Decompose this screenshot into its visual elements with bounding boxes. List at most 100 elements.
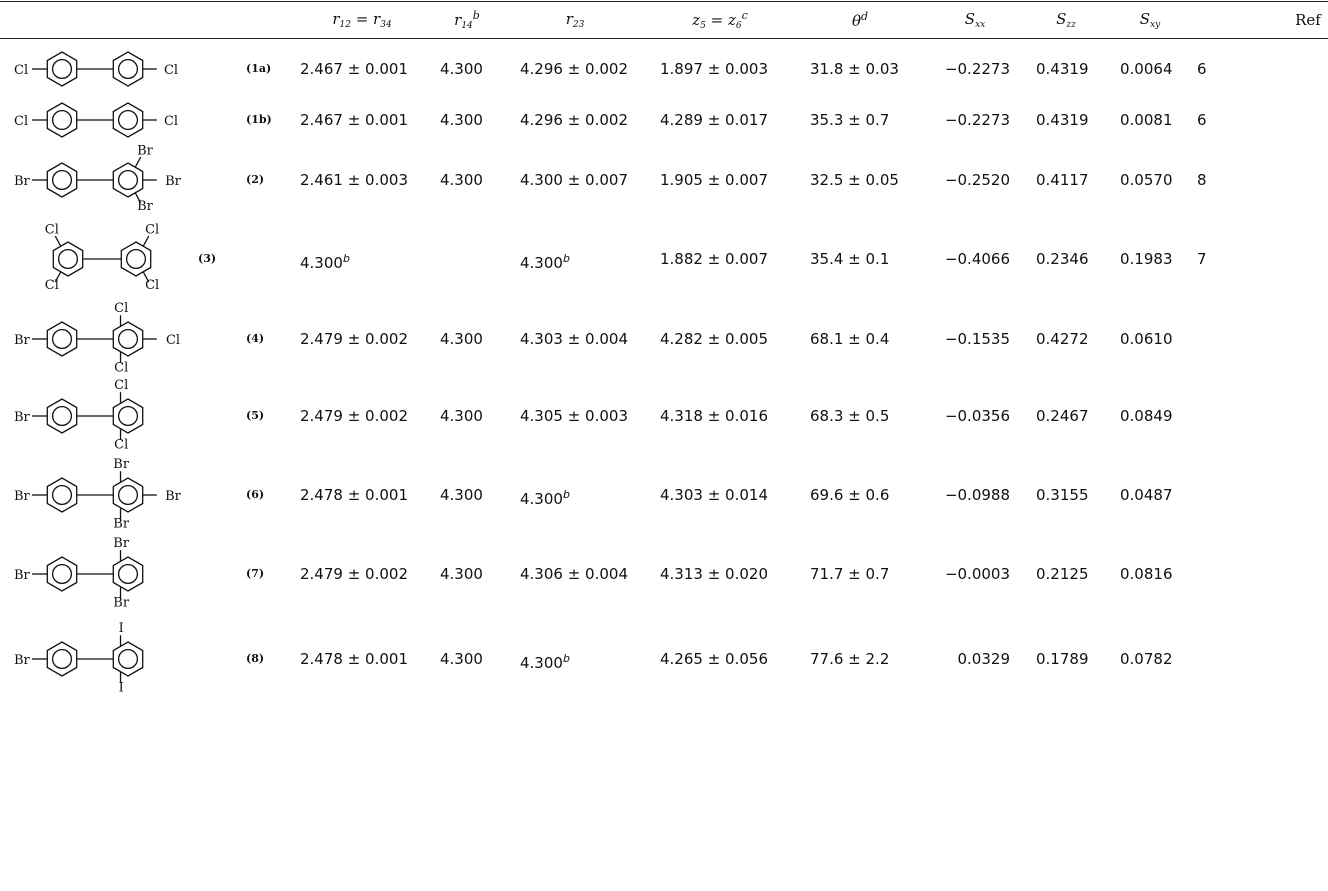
cell-sxx: −0.1535 — [944, 330, 1010, 348]
cell-r23: 4.300b — [520, 488, 570, 508]
compound-label: (1b) — [246, 113, 272, 126]
svg-text:Br: Br — [113, 595, 130, 610]
cell-sxy: 0.0816 — [1120, 565, 1173, 583]
cell-r12: 2.478 ± 0.001 — [300, 650, 408, 668]
svg-text:Br: Br — [165, 174, 182, 189]
cell-ref: 8 — [1197, 171, 1207, 189]
cell-ref: 6 — [1197, 111, 1207, 129]
cell-r14: 4.300 — [440, 171, 483, 189]
cell-sxy: 0.0081 — [1120, 111, 1173, 129]
cell-szz: 0.3155 — [1036, 486, 1089, 504]
header-rule — [0, 38, 1328, 40]
cell-sxy: 0.0782 — [1120, 650, 1173, 668]
svg-text:Cl: Cl — [45, 223, 59, 238]
compound-label: (8) — [246, 652, 265, 665]
cell-r23: 4.300b — [520, 652, 570, 672]
cell-sxy: 0.0570 — [1120, 171, 1173, 189]
molecule-structure: Br Br Br — [0, 534, 250, 614]
cell-z5: 1.905 ± 0.007 — [660, 171, 768, 189]
col-header-r12: r12 = r34 — [332, 10, 392, 30]
svg-text:Cl: Cl — [164, 63, 178, 78]
cell-r12: 2.467 ± 0.001 — [300, 60, 408, 78]
cell-r12: 2.479 ± 0.002 — [300, 565, 408, 583]
cell-r23: 4.305 ± 0.003 — [520, 407, 628, 425]
cell-sxx: −0.0356 — [944, 407, 1010, 425]
molecule-structure: Cl Cl — [0, 50, 250, 88]
svg-text:Br: Br — [113, 536, 130, 551]
cell-r14: 4.300 — [440, 330, 483, 348]
cell-szz: 0.1789 — [1036, 650, 1089, 668]
svg-text:I: I — [119, 621, 124, 636]
footnote-mark: b — [562, 488, 570, 501]
svg-text:Cl: Cl — [45, 278, 59, 293]
col-header-r14: r14b — [454, 9, 480, 31]
compound-label: (1a) — [246, 62, 272, 75]
compound-label: (4) — [246, 332, 265, 345]
cell-sxy: 0.0610 — [1120, 330, 1173, 348]
svg-text:Cl: Cl — [114, 437, 128, 452]
cell-sxx: −0.4066 — [944, 250, 1010, 268]
cell-r23: 4.300b — [520, 252, 570, 272]
cell-theta: 31.8 ± 0.03 — [810, 60, 899, 78]
cell-r12: 2.479 ± 0.002 — [300, 330, 408, 348]
molecule-structure: Br Br Br Br — [0, 452, 250, 538]
cell-r14: 4.300 — [440, 407, 483, 425]
cell-theta: 68.3 ± 0.5 — [810, 407, 890, 425]
cell-r23: 4.303 ± 0.004 — [520, 330, 628, 348]
molecule-structure: Br I I — [0, 611, 250, 707]
cell-theta: 32.5 ± 0.05 — [810, 171, 899, 189]
cell-theta: 35.3 ± 0.7 — [810, 111, 890, 129]
cell-sxx: 0.0329 — [957, 650, 1011, 668]
cell-szz: 0.4319 — [1036, 60, 1089, 78]
molecule-structure: Br Cl Cl — [0, 378, 250, 454]
footnote-mark: b — [562, 252, 570, 265]
cell-szz: 0.2467 — [1036, 407, 1089, 425]
cell-r23: 4.300 ± 0.007 — [520, 171, 628, 189]
cell-szz: 0.4117 — [1036, 171, 1089, 189]
svg-text:Br: Br — [14, 568, 31, 583]
cell-theta: 69.6 ± 0.6 — [810, 486, 890, 504]
cell-sxx: −0.2520 — [944, 171, 1010, 189]
svg-text:Br: Br — [14, 653, 31, 668]
svg-text:Br: Br — [137, 144, 154, 159]
cell-sxx: −0.2273 — [944, 60, 1010, 78]
cell-z5: 4.289 ± 0.017 — [660, 111, 768, 129]
cell-r12: 2.467 ± 0.001 — [300, 111, 408, 129]
cell-theta: 77.6 ± 2.2 — [810, 650, 890, 668]
cell-z5: 4.282 ± 0.005 — [660, 330, 768, 348]
col-header-ref: Ref — [1295, 11, 1321, 29]
cell-r12: 2.461 ± 0.003 — [300, 171, 408, 189]
svg-text:Br: Br — [14, 489, 31, 504]
cell-ref: 6 — [1197, 60, 1207, 78]
molecule-structure: Cl Cl — [0, 101, 250, 139]
cell-r14: 4.300 — [440, 111, 483, 129]
svg-text:Cl: Cl — [166, 333, 180, 348]
cell-sxy: 0.0849 — [1120, 407, 1173, 425]
col-header-z5: z5 = z6c — [692, 9, 748, 31]
svg-text:Br: Br — [165, 489, 182, 504]
svg-text:Cl: Cl — [114, 360, 128, 375]
svg-text:Br: Br — [14, 410, 31, 425]
cell-sxy: 0.0487 — [1120, 486, 1173, 504]
svg-text:Br: Br — [113, 457, 130, 472]
cell-z5: 4.318 ± 0.016 — [660, 407, 768, 425]
footnote-mark: b — [562, 652, 570, 665]
col-header-sxx: Sxx — [964, 10, 986, 30]
compound-label: (3) — [198, 252, 217, 265]
svg-text:Br: Br — [14, 174, 31, 189]
cell-sxy: 0.0064 — [1120, 60, 1173, 78]
cell-szz: 0.4272 — [1036, 330, 1089, 348]
cell-r14: 4.300 — [440, 486, 483, 504]
svg-text:Cl: Cl — [145, 223, 159, 238]
svg-text:Cl: Cl — [14, 63, 28, 78]
molecule-structure: Cl Cl Cl Cl — [0, 216, 250, 302]
cell-sxx: −0.0988 — [944, 486, 1010, 504]
col-header-r23: r23 — [565, 10, 585, 30]
col-header-szz: Szz — [1056, 10, 1076, 30]
svg-text:Br: Br — [113, 516, 130, 531]
col-header-sxy: Sxy — [1139, 10, 1161, 30]
svg-text:Cl: Cl — [164, 114, 178, 129]
cell-ref: 7 — [1197, 250, 1207, 268]
cell-r12: 2.478 ± 0.001 — [300, 486, 408, 504]
